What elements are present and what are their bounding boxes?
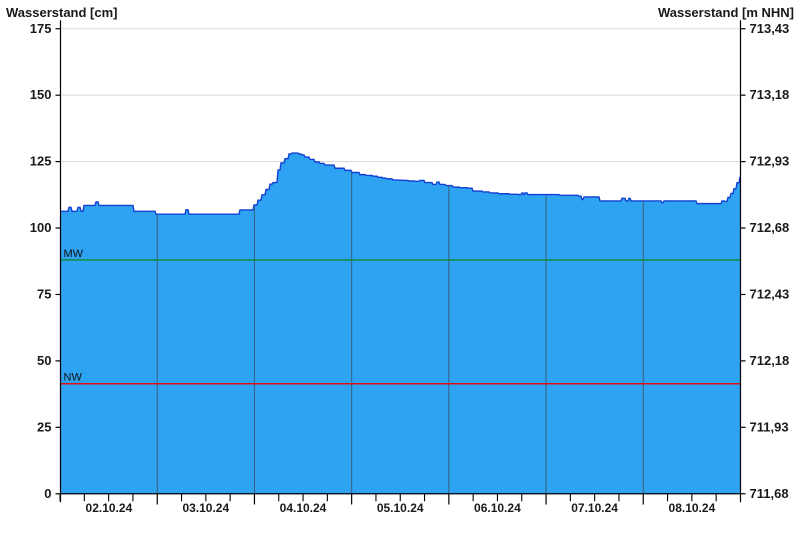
svg-text:04.10.24: 04.10.24 xyxy=(280,501,327,515)
svg-text:08.10.24: 08.10.24 xyxy=(669,501,716,515)
svg-text:25: 25 xyxy=(37,419,51,434)
svg-text:175: 175 xyxy=(30,21,52,36)
svg-text:711,93: 711,93 xyxy=(750,419,789,434)
svg-text:NW: NW xyxy=(64,372,83,384)
svg-text:03.10.24: 03.10.24 xyxy=(182,501,229,515)
svg-text:07.10.24: 07.10.24 xyxy=(571,501,618,515)
svg-text:02.10.24: 02.10.24 xyxy=(86,501,133,515)
svg-text:713,18: 713,18 xyxy=(750,87,790,102)
svg-text:711,68: 711,68 xyxy=(750,486,789,501)
svg-text:712,68: 712,68 xyxy=(750,220,790,235)
svg-text:50: 50 xyxy=(37,353,51,368)
svg-text:712,18: 712,18 xyxy=(750,353,790,368)
svg-text:05.10.24: 05.10.24 xyxy=(377,501,424,515)
svg-text:75: 75 xyxy=(37,286,51,301)
svg-text:100: 100 xyxy=(30,220,52,235)
svg-text:125: 125 xyxy=(30,154,52,169)
svg-text:06.10.24: 06.10.24 xyxy=(474,501,521,515)
svg-text:713,43: 713,43 xyxy=(750,21,790,36)
svg-text:712,93: 712,93 xyxy=(750,154,790,169)
svg-text:0: 0 xyxy=(44,486,51,501)
svg-text:MW: MW xyxy=(64,248,84,260)
svg-text:150: 150 xyxy=(30,87,52,102)
svg-text:712,43: 712,43 xyxy=(750,286,790,301)
